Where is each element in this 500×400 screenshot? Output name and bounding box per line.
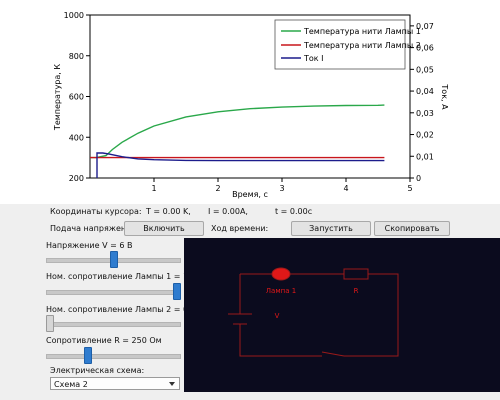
scheme-select[interactable]: Схема 2	[50, 377, 180, 390]
x-tick-label: 3	[279, 184, 284, 193]
lamp2-resistance-slider[interactable]	[46, 315, 181, 332]
y2-tick-label: 0	[416, 174, 421, 183]
x-tick-label: 4	[343, 184, 348, 193]
x-axis-label: Время, с	[232, 190, 268, 199]
y-tick-label: 400	[69, 133, 84, 142]
slider-handle[interactable]	[173, 283, 181, 300]
wire-right	[344, 273, 399, 357]
wire-bottom-left	[239, 324, 322, 357]
x-tick-label: 2	[215, 184, 220, 193]
y2-tick-label: 0,01	[416, 152, 434, 161]
scheme-label: Электрическая схема:	[50, 366, 145, 375]
temperature-current-chart[interactable]: 1 2 3 4 5 200 400 600 800 1000 0 0,01 0,02 0,03 0,04…	[0, 0, 500, 204]
y-tick-label: 200	[69, 174, 84, 183]
resistance-slider[interactable]	[46, 347, 181, 364]
voltage-source-label: V	[275, 312, 280, 320]
cursor-coordinates-label: Координаты курсора:	[50, 207, 142, 216]
voltage-slider[interactable]	[46, 251, 181, 268]
copy-button[interactable]: Скопировать	[374, 221, 450, 236]
lamp1-resistance-slider[interactable]	[46, 283, 181, 300]
switch-icon	[321, 351, 345, 357]
legend-label-current: Ток I	[303, 54, 324, 63]
y-axis-label: Температура, К	[53, 64, 62, 131]
cursor-time-value: t = 0.00c	[275, 207, 313, 216]
cursor-current-value: I = 0.00A,	[208, 207, 248, 216]
legend-label-lamp2: Температура нити Лампы 2	[303, 41, 421, 50]
y2-axis-label: Ток, А	[440, 83, 449, 110]
enable-button[interactable]: Включить	[124, 221, 204, 236]
x-tick-label: 1	[151, 184, 156, 193]
voltage-supply-label: Подача напряжения:	[50, 224, 139, 233]
chevron-down-icon[interactable]	[169, 382, 175, 386]
y2-tick-label: 0,02	[416, 131, 434, 140]
voltage-slider-label: Напряжение V = 6 В	[46, 241, 133, 250]
time-course-label: Ход времени:	[211, 224, 269, 233]
slider-groove	[46, 290, 181, 295]
series-line-current	[96, 152, 385, 178]
resistor-label: R	[354, 287, 359, 295]
legend-label-lamp1: Температура нити Лампы 1	[303, 27, 421, 36]
slider-groove	[46, 322, 181, 327]
y-tick-label: 1000	[64, 11, 84, 20]
lamp2-resistance-slider-label: Ном. сопротивление Лампы 2 = 0.3 ед	[46, 305, 209, 314]
y-tick-label: 600	[69, 93, 84, 102]
chart-legend: Температура нити Лампы 1 Температура нит…	[274, 19, 421, 70]
slider-groove	[46, 354, 181, 359]
slider-handle[interactable]	[46, 315, 54, 332]
slider-handle[interactable]	[84, 347, 93, 364]
scheme-select-value: Схема 2	[54, 380, 88, 389]
resistance-slider-label: Сопротивление R = 250 Ом	[46, 336, 162, 345]
y2-tick-label: 0,06	[416, 44, 434, 53]
y2-tick-label: 0,05	[416, 65, 434, 74]
lamp1-resistance-slider-label: Ном. сопротивление Лампы 1 = 1 ед	[46, 272, 202, 281]
lamp1-label: Лампа 1	[266, 287, 296, 295]
y2-tick-label: 0,07	[416, 22, 434, 31]
resistor-icon	[343, 268, 369, 280]
slider-handle[interactable]	[109, 251, 118, 268]
cursor-temperature-value: T = 0.00 K,	[146, 207, 191, 216]
circuit-diagram: Лампа 1 R V	[184, 238, 500, 392]
start-button[interactable]: Запустить	[291, 221, 371, 236]
y-tick-label: 800	[69, 52, 84, 61]
y2-tick-label: 0,03	[416, 109, 434, 118]
lamp1-icon	[271, 267, 291, 281]
x-tick-label: 5	[407, 184, 412, 193]
y2-tick-label: 0,04	[416, 87, 434, 96]
